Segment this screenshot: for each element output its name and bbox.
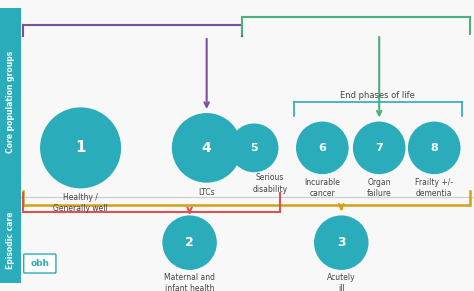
Text: 2: 2 xyxy=(185,236,194,249)
Circle shape xyxy=(354,122,405,173)
Circle shape xyxy=(315,216,368,269)
Text: LTCs: LTCs xyxy=(198,188,215,197)
Text: Core population groups: Core population groups xyxy=(6,51,15,153)
Text: Incurable
cancer: Incurable cancer xyxy=(304,178,340,198)
Text: 6: 6 xyxy=(319,143,326,153)
Text: 7: 7 xyxy=(375,143,383,153)
Text: End phases of life: End phases of life xyxy=(340,91,415,100)
Text: Maternal and
infant health: Maternal and infant health xyxy=(164,273,215,291)
Text: Serious
disability: Serious disability xyxy=(253,173,288,194)
Circle shape xyxy=(163,216,216,269)
Text: obh: obh xyxy=(30,259,49,268)
Bar xyxy=(0,8,21,197)
Bar xyxy=(0,197,21,283)
Text: 1: 1 xyxy=(75,140,86,155)
Circle shape xyxy=(297,122,348,173)
Circle shape xyxy=(41,108,120,188)
Text: 3: 3 xyxy=(337,236,346,249)
FancyBboxPatch shape xyxy=(24,254,56,273)
Circle shape xyxy=(230,124,278,172)
Text: Frailty +/-
dementia: Frailty +/- dementia xyxy=(415,178,453,198)
Text: 8: 8 xyxy=(430,143,438,153)
Text: 4: 4 xyxy=(202,141,211,155)
Circle shape xyxy=(409,122,460,173)
Text: Acutely
ill: Acutely ill xyxy=(327,273,356,291)
Text: Episodic care: Episodic care xyxy=(6,212,15,269)
Text: 5: 5 xyxy=(250,143,258,153)
Text: Healthy /
Generally well: Healthy / Generally well xyxy=(53,194,108,214)
Text: Organ
failure: Organ failure xyxy=(367,178,392,198)
Circle shape xyxy=(173,114,241,182)
